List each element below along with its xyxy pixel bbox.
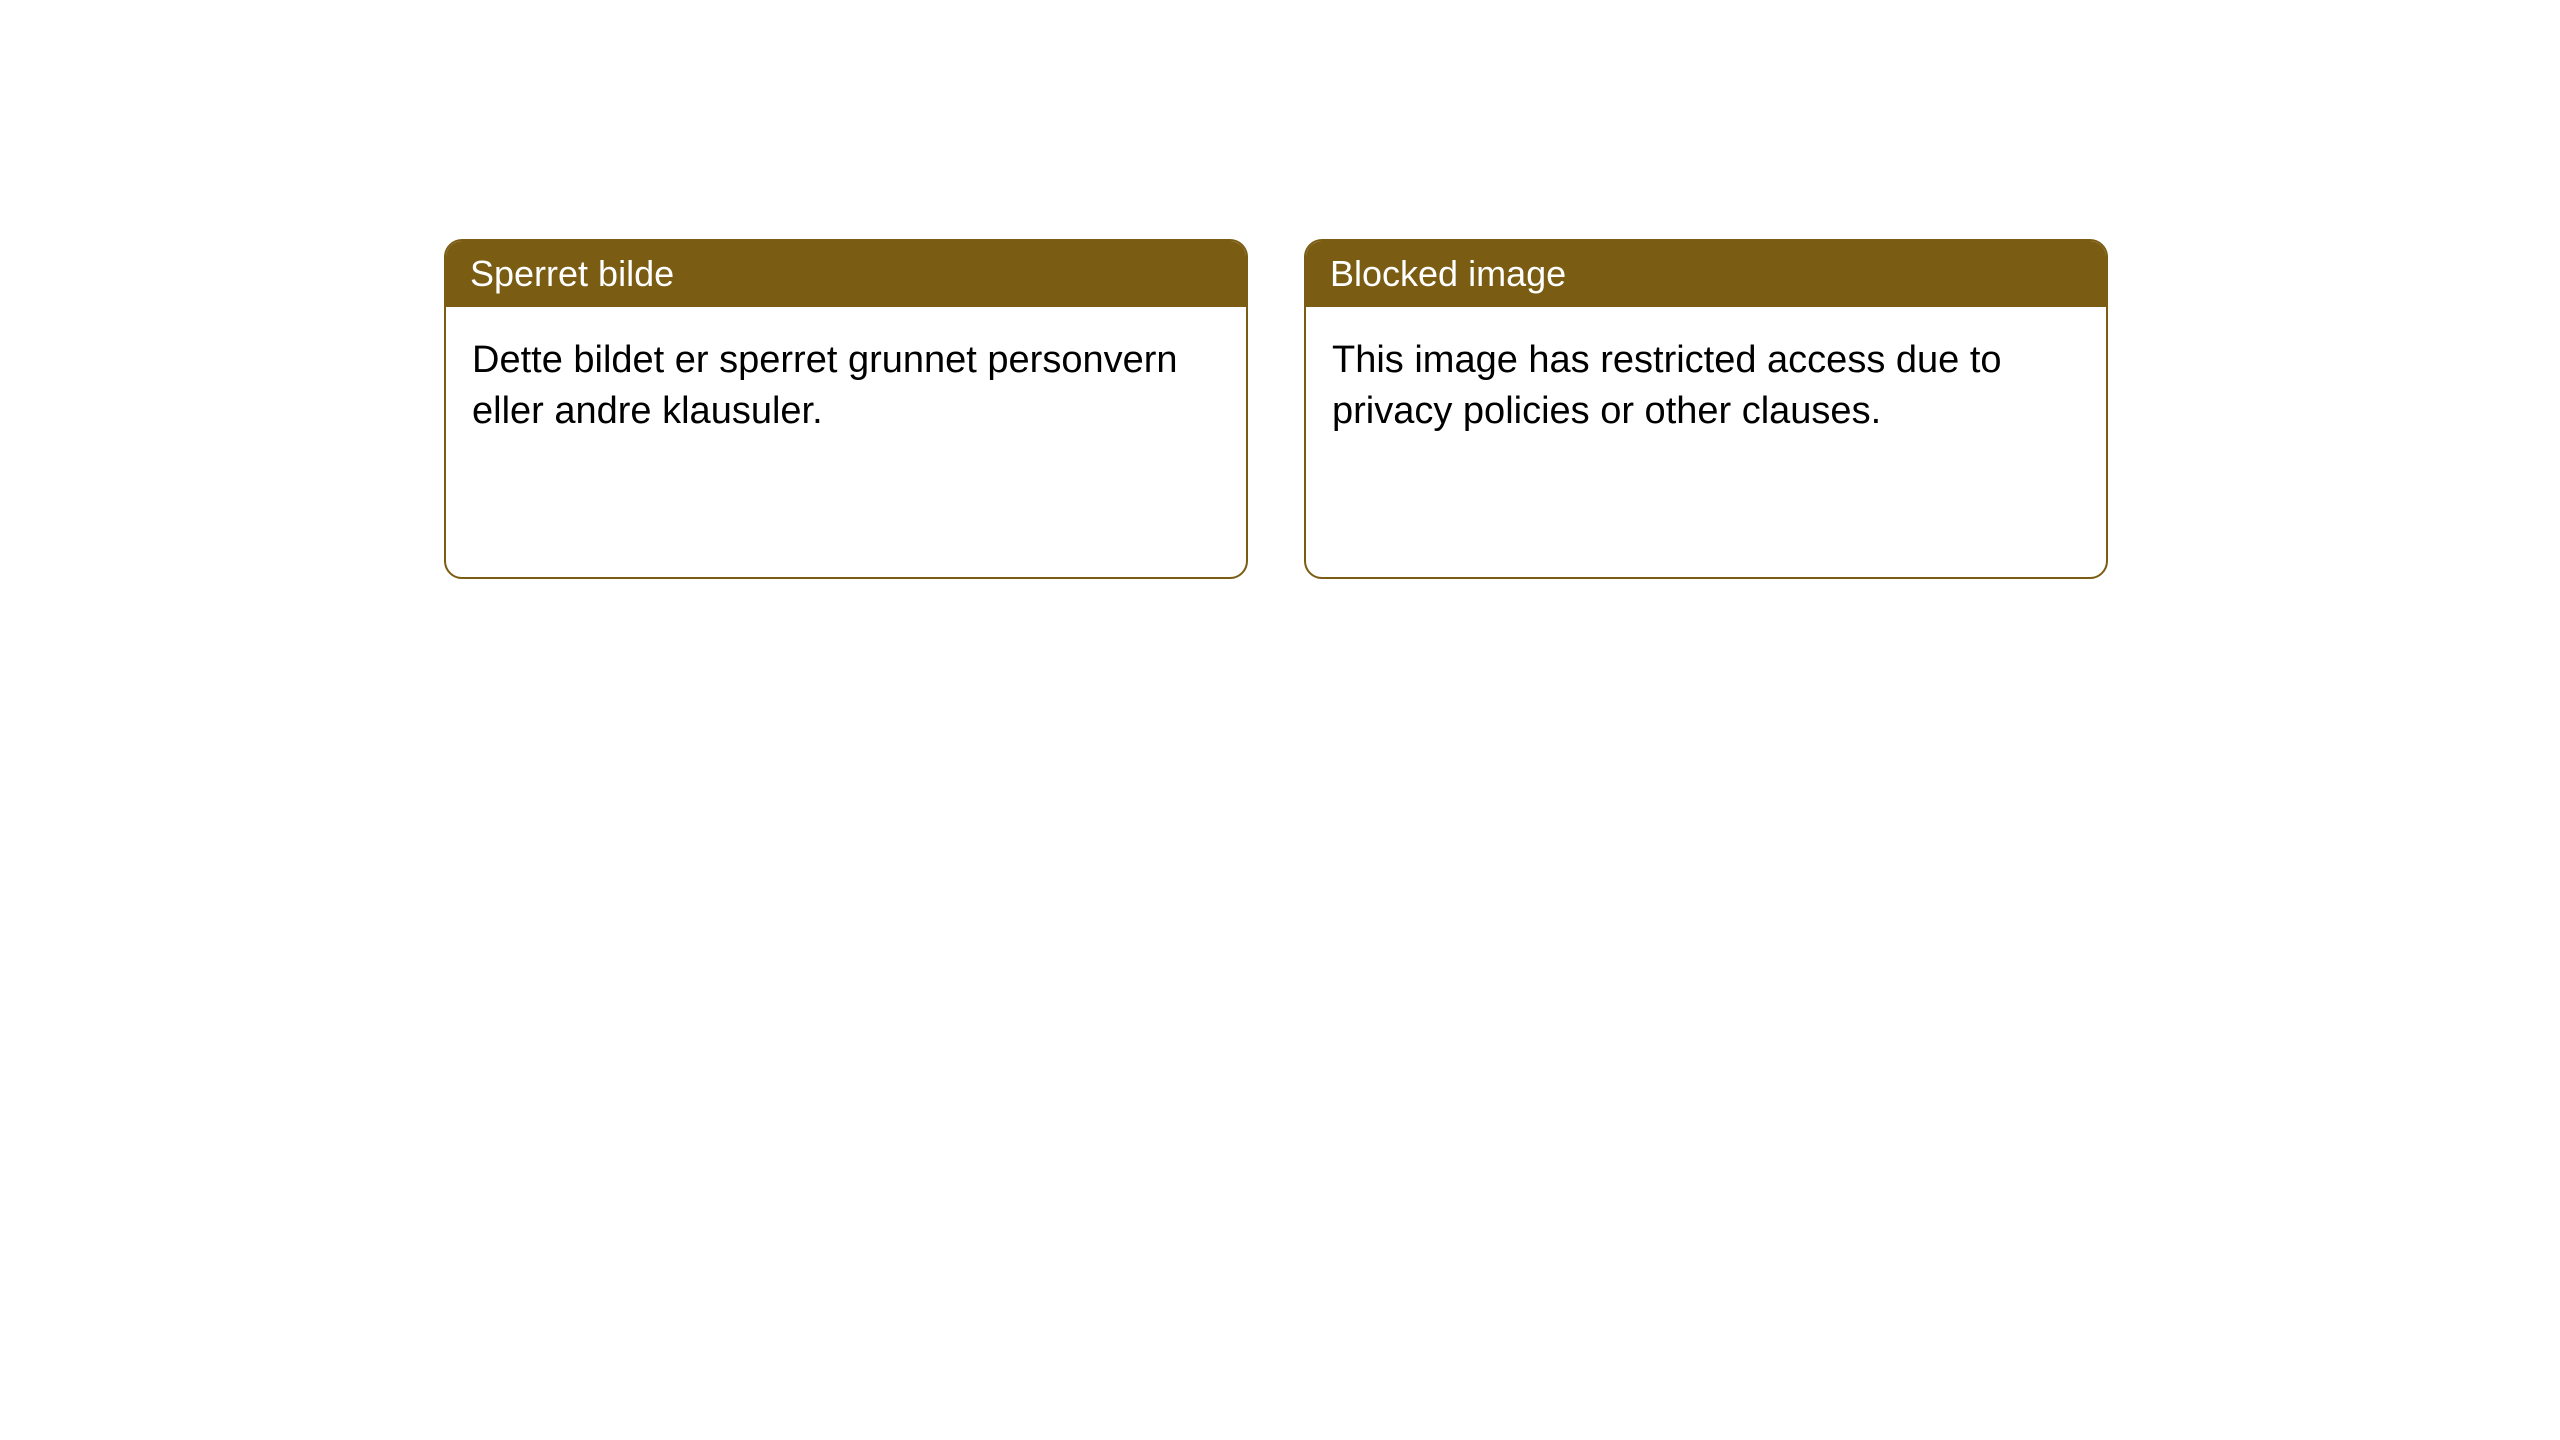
notice-box-norwegian: Sperret bilde Dette bildet er sperret gr… bbox=[444, 239, 1248, 579]
notice-title: Sperret bilde bbox=[446, 241, 1246, 307]
notice-container: Sperret bilde Dette bildet er sperret gr… bbox=[0, 0, 2560, 579]
notice-box-english: Blocked image This image has restricted … bbox=[1304, 239, 2108, 579]
notice-body-text: Dette bildet er sperret grunnet personve… bbox=[446, 307, 1246, 577]
notice-title: Blocked image bbox=[1306, 241, 2106, 307]
notice-body-text: This image has restricted access due to … bbox=[1306, 307, 2106, 577]
